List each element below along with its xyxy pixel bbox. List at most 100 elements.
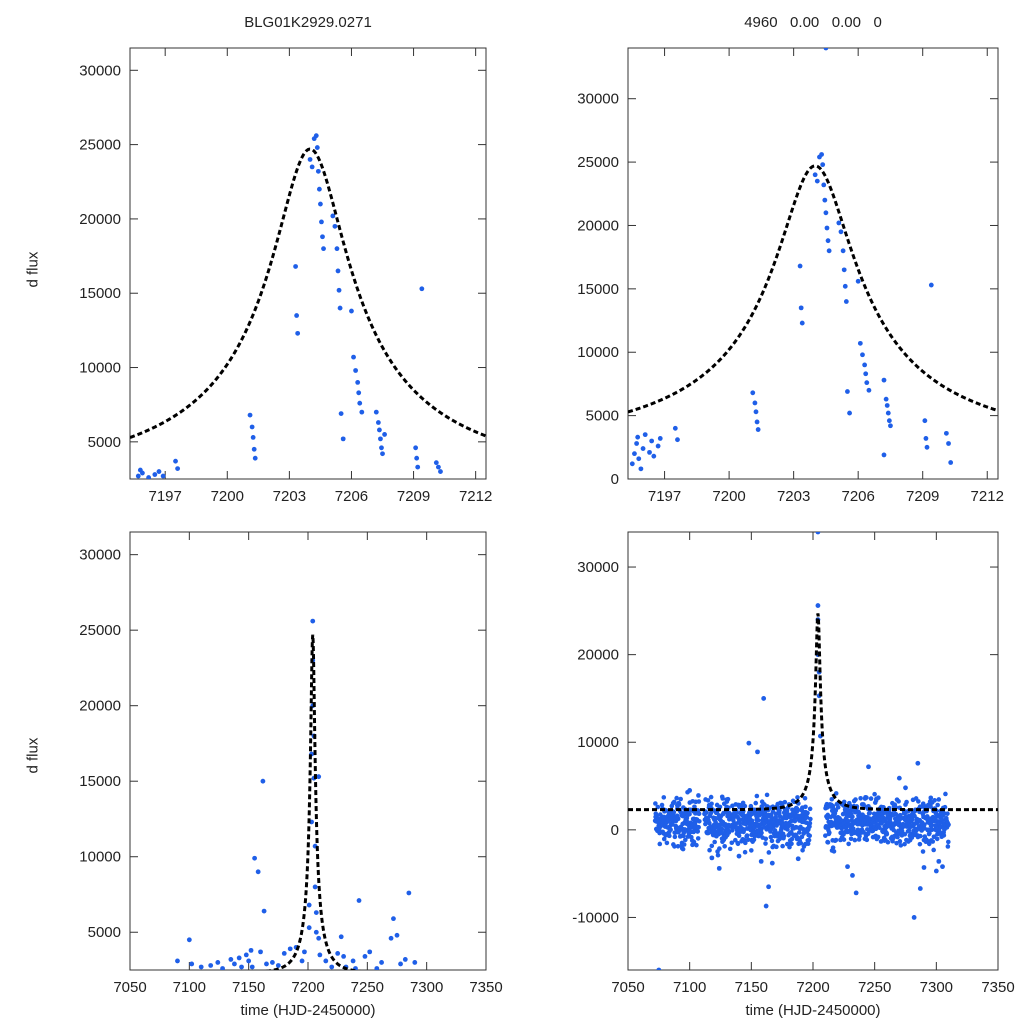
data-point <box>321 246 326 252</box>
data-point <box>927 479 932 484</box>
y-tick-label: 30000 <box>79 547 121 564</box>
data-point <box>294 313 300 318</box>
data-point <box>845 864 850 870</box>
data-point <box>264 961 269 967</box>
y-tick-label: 30000 <box>577 559 619 576</box>
data-point <box>318 201 323 207</box>
data-point <box>846 841 851 847</box>
data-point <box>720 796 725 801</box>
y-tick-label: 15000 <box>577 281 619 298</box>
data-point <box>636 456 642 462</box>
data-point <box>398 961 403 967</box>
data-point <box>338 934 344 940</box>
data-point <box>313 929 319 935</box>
data-point <box>275 963 281 968</box>
data-point <box>696 811 702 817</box>
data-point <box>749 848 754 853</box>
data-point <box>851 826 856 831</box>
data-point <box>797 263 803 269</box>
data-point <box>807 820 813 826</box>
data-point <box>736 853 742 859</box>
data-point <box>307 157 313 162</box>
data-point <box>943 430 949 436</box>
data-point <box>876 795 881 801</box>
y-tick-label: 25000 <box>577 154 619 171</box>
data-point <box>215 960 221 965</box>
data-point <box>884 403 890 408</box>
data-point <box>228 957 234 962</box>
y-tick-label: 5000 <box>586 408 619 425</box>
data-point <box>661 836 667 842</box>
data-point <box>691 829 696 835</box>
data-point <box>888 423 893 429</box>
data-point <box>886 418 892 424</box>
data-point <box>763 903 769 909</box>
data-point <box>824 805 830 810</box>
data-point <box>807 833 812 839</box>
data-point <box>838 229 844 235</box>
data-point <box>373 409 379 415</box>
data-point <box>946 441 951 446</box>
data-point <box>709 801 714 807</box>
y-tick-label: 10000 <box>79 360 121 377</box>
data-point <box>683 837 688 843</box>
data-point <box>353 368 359 373</box>
y-tick-label: 25000 <box>79 137 121 154</box>
data-point <box>317 952 323 958</box>
x-tick-label: 7212 <box>459 488 492 505</box>
xlabel-bottom-left: time (HJD-2450000) <box>240 1002 376 1019</box>
data-point <box>402 957 408 962</box>
data-point <box>815 532 821 535</box>
data-point <box>819 152 825 157</box>
y-tick-label: 20000 <box>577 647 619 664</box>
data-point <box>822 197 828 203</box>
data-point <box>374 966 380 970</box>
x-tick-label: 7300 <box>410 979 443 996</box>
x-tick-label: 7250 <box>351 979 384 996</box>
data-point <box>930 839 936 844</box>
data-point <box>248 947 254 953</box>
data-point <box>406 890 412 896</box>
x-tick-label: 7197 <box>148 488 181 505</box>
data-point <box>351 354 356 360</box>
data-point <box>356 898 362 903</box>
data-point <box>896 799 901 804</box>
data-point <box>753 409 759 415</box>
data-point <box>664 840 670 846</box>
model-curve <box>628 164 998 414</box>
data-point <box>939 817 945 823</box>
data-point <box>829 796 835 802</box>
y-tick-label: 20000 <box>79 211 121 228</box>
data-point <box>336 287 342 293</box>
data-point <box>945 811 950 816</box>
data-point <box>713 816 719 821</box>
data-point <box>847 410 852 416</box>
data-point <box>707 847 712 853</box>
data-point <box>377 427 382 433</box>
data-point <box>848 836 854 842</box>
data-point <box>687 811 692 817</box>
data-point <box>309 164 315 170</box>
data-point <box>769 838 775 844</box>
data-point <box>917 841 923 847</box>
data-point <box>198 964 204 970</box>
data-point <box>687 788 693 793</box>
data-point <box>661 795 667 800</box>
data-point <box>672 844 677 849</box>
data-point <box>922 822 927 827</box>
data-point <box>680 846 686 852</box>
data-point <box>649 438 655 444</box>
x-tick-label: 7206 <box>841 488 874 505</box>
data-point <box>933 868 939 874</box>
panel-zoom-right: 7197 7200 7203 7206 7209 7212 0 5000 10000 15000 2… <box>577 47 1004 505</box>
data-point <box>380 451 385 457</box>
data-point <box>915 760 921 766</box>
data-point <box>836 220 842 226</box>
data-point <box>835 805 841 810</box>
data-point <box>717 846 722 851</box>
data-point <box>789 836 795 842</box>
data-point <box>295 330 301 336</box>
data-point <box>904 799 909 805</box>
data-point <box>640 446 646 451</box>
data-point <box>696 799 702 804</box>
